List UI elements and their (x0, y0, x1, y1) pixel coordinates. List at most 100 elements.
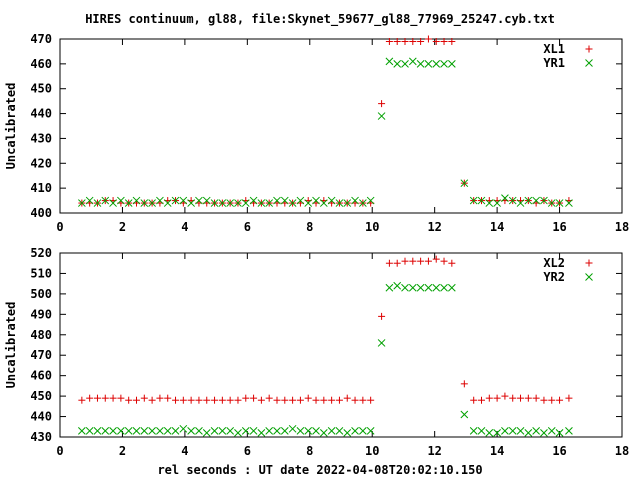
legend-marker-yr1 (585, 59, 593, 67)
data-point-xl2 (540, 396, 548, 404)
data-point-yr2 (532, 427, 540, 435)
data-point-xl2 (273, 396, 281, 404)
data-point-xl2 (409, 257, 417, 265)
data-point-yr1 (565, 199, 573, 207)
data-point-xl2 (257, 396, 265, 404)
data-point-xl2 (132, 396, 140, 404)
data-point-yr2 (447, 283, 456, 292)
data-point-yr2 (440, 283, 448, 292)
data-point-yr2 (249, 427, 258, 435)
data-point-yr2 (524, 429, 533, 437)
data-point-xl2 (211, 396, 219, 404)
x-tick-label: 14 (490, 220, 504, 234)
data-point-yr2 (493, 429, 501, 437)
y-tick-label: 510 (30, 266, 52, 280)
data-point-yr1 (85, 196, 94, 205)
data-point-yr2 (351, 427, 359, 435)
data-point-yr1 (210, 199, 219, 207)
data-point-yr2 (540, 429, 548, 437)
data-point-xl2 (470, 396, 478, 404)
data-point-yr1 (343, 199, 352, 207)
data-point-yr2 (179, 424, 188, 433)
data-point-xl2 (335, 396, 343, 404)
y-tick-label: 440 (30, 107, 52, 121)
data-point-yr2 (555, 429, 564, 437)
x-tick-label: 18 (615, 444, 629, 458)
data-point-xl2 (148, 396, 156, 404)
data-point-xl2 (117, 394, 125, 402)
data-point-yr2 (156, 427, 164, 435)
data-point-yr1 (117, 196, 125, 205)
data-point-yr1 (312, 196, 320, 205)
data-point-xl2 (86, 394, 94, 402)
legend-marker-xl2 (585, 259, 593, 267)
y-tick-label: 450 (30, 389, 52, 403)
x-tick-label: 12 (427, 444, 441, 458)
data-point-yr2 (171, 427, 180, 435)
x-tick-label: 10 (365, 220, 379, 234)
data-point-xl2 (424, 257, 432, 265)
data-point-yr2 (516, 427, 525, 435)
data-point-xl2 (440, 257, 448, 265)
data-point-yr1 (304, 199, 313, 207)
data-point-yr2 (265, 427, 274, 435)
data-point-xl2 (320, 396, 328, 404)
data-point-yr2 (416, 283, 425, 292)
data-point-yr2 (257, 429, 266, 437)
data-point-yr2 (78, 427, 86, 435)
data-point-xl2 (556, 396, 564, 404)
data-point-yr1 (202, 196, 211, 205)
data-point-yr1 (234, 199, 242, 207)
x-tick-label: 0 (56, 220, 63, 234)
data-point-yr2 (485, 429, 494, 437)
data-point-yr2 (565, 427, 573, 435)
data-point-yr1 (532, 196, 540, 205)
data-point-xl2 (524, 394, 532, 402)
x-tick-label: 6 (244, 444, 251, 458)
data-point-yr1 (555, 199, 564, 207)
data-point-yr2 (460, 410, 469, 419)
data-point-yr2 (359, 427, 367, 435)
data-point-yr1 (440, 60, 448, 68)
legend-label-yr1: YR1 (543, 56, 565, 70)
data-point-yr1 (447, 60, 456, 68)
data-point-xl1 (393, 37, 401, 45)
data-point-xl2 (351, 396, 359, 404)
data-point-yr2 (312, 427, 320, 435)
data-point-yr2 (226, 427, 235, 435)
data-point-xl2 (93, 394, 101, 402)
data-point-yr1 (508, 196, 517, 205)
y-tick-label: 440 (30, 410, 52, 424)
data-point-yr1 (226, 199, 235, 207)
data-point-yr1 (327, 196, 336, 205)
data-point-yr2 (366, 427, 375, 435)
data-point-xl2 (378, 312, 386, 320)
data-point-xl2 (234, 396, 242, 404)
legend-marker-yr2 (585, 273, 593, 281)
data-point-xl2 (187, 396, 195, 404)
data-point-yr1 (501, 194, 509, 202)
data-point-yr2 (85, 427, 94, 435)
data-point-yr1 (109, 199, 117, 207)
data-point-yr1 (540, 196, 548, 205)
data-point-yr1 (366, 196, 375, 205)
data-point-xl2 (393, 259, 401, 267)
data-point-yr2 (124, 427, 133, 435)
data-point-xl2 (432, 255, 440, 263)
plot-frame-1 (59, 38, 623, 214)
data-point-yr1 (477, 196, 486, 205)
x-axis-label: rel seconds : UT date 2022-04-08T20:02:1… (157, 463, 483, 477)
data-point-xl2 (312, 396, 320, 404)
data-point-yr2 (343, 429, 352, 437)
data-point-yr2 (327, 427, 336, 435)
data-point-yr1 (218, 199, 227, 207)
data-point-yr1 (124, 199, 133, 207)
data-point-yr1 (132, 196, 141, 205)
data-point-yr2 (117, 427, 125, 435)
data-point-xl2 (460, 380, 468, 388)
x-tick-label: 6 (244, 220, 251, 234)
data-point-yr1 (140, 199, 149, 207)
data-point-yr1 (319, 199, 328, 207)
data-point-xl2 (78, 396, 86, 404)
